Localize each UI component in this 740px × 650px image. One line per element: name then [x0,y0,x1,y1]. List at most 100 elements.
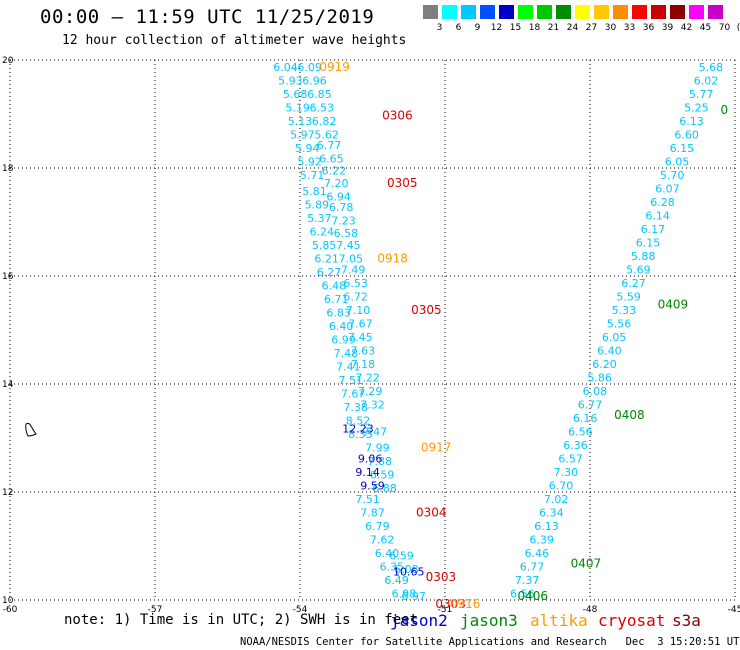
colorbar-swatch [442,5,457,19]
data-point-label: 5.86 [587,371,612,384]
data-point-label: 6.40 [329,320,354,333]
data-point-label: 5.33 [612,304,637,317]
data-point-label: 6.98 [392,587,417,600]
data-point-label: 5.88 [631,250,656,263]
credit-line: NOAA/NESDIS Center for Satellite Applica… [240,636,740,648]
data-point-label: 7.99 [365,442,390,455]
data-point-label: 6.14 [645,209,670,222]
footer-note: note: 1) Time is in UTC; 2) SWH is in fe… [64,612,419,628]
colorbar-swatch [594,5,609,19]
data-point-label: 5.37 [307,212,332,225]
data-point-label: 10.65 [393,566,425,579]
data-point-label: 7.32 [360,398,385,411]
colorbar-label: 42 [680,23,693,33]
y-tick-label: 20 [2,56,14,66]
data-point-label: 6.53 [343,277,368,290]
data-point-label: 6.82 [312,115,337,128]
data-point-label: 5.70 [660,169,685,182]
data-point-label: 5.81 [302,185,327,198]
data-point-label: 6.17 [641,223,666,236]
data-point-label: 7.22 [355,371,380,384]
data-point-label: 6.58 [334,227,359,240]
colorbar-swatch [556,5,571,19]
data-point-label: 6.77 [578,398,603,411]
data-point-label: 5.94 [295,142,320,155]
data-point-label: 6.39 [529,533,554,546]
data-point-label: 6.15 [636,236,661,249]
data-point-label: 7.62 [370,533,395,546]
data-point-label: 6.56 [510,587,535,600]
data-point-label: 7.20 [324,177,349,190]
data-point-label: 6.83 [326,307,351,320]
colorbar-label: 15 [509,23,522,33]
data-point-label: 5.13 [288,115,313,128]
colorbar-swatch [518,5,533,19]
data-point-label: 6.04 [273,61,298,74]
time-annotation: 0303 [426,570,457,584]
page-title: 00:00 – 11:59 UTC 11/25/2019 [40,6,375,28]
colorbar-swatch [461,5,476,19]
time-annotation: 0304 [416,505,447,519]
data-point-label: 5.93 [278,74,303,87]
data-point-label: 7.37 [515,574,540,587]
data-point-label: 6.36 [563,439,588,452]
satellite-legend-item: jason3 [460,611,518,630]
data-point-label: 7.67 [341,388,366,401]
time-annotation: 0409 [658,297,689,311]
time-annotation: 0305 [387,176,418,190]
time-annotation: 0916 [450,597,481,611]
time-annotation: 0407 [571,557,602,571]
data-point-label: 6.71 [324,293,349,306]
y-tick-label: 10 [2,596,14,606]
data-point-label: 7.88 [368,455,393,468]
data-point-label: 7.48 [334,347,359,360]
data-point-label: 7.10 [346,304,371,317]
data-point-label: 5.62 [314,128,339,141]
data-point-label: 12.23 [342,423,374,436]
colorbar-swatch [575,5,590,19]
data-point-label: 5.97 [290,128,315,141]
data-point-label: 6.56 [568,425,593,438]
time-annotation: 0303 [435,597,466,611]
data-point-label: 6.08 [394,563,419,576]
colorbar-swatch [537,5,552,19]
data-point-label: 6.85 [307,88,332,101]
x-tick-label: -51 [438,605,453,615]
data-point-label: 6.21 [314,253,339,266]
data-point-label: 6.05 [602,331,627,344]
data-point-label: 6.16 [573,412,598,425]
data-point-label: 6.22 [322,164,347,177]
data-point-label: 6.94 [326,190,351,203]
data-point-label: 6.96 [302,74,327,87]
data-point-label: 5.68 [283,88,308,101]
data-point-label: 9.59 [360,479,385,492]
data-point-label: 6.70 [549,479,574,492]
data-point-label: 6.59 [370,469,395,482]
data-point-label: 7.47 [363,425,388,438]
data-point-label: 8.52 [346,415,371,428]
colorbar-swatch [708,5,723,19]
data-point-label: 6.02 [694,74,719,87]
data-point-label: 6.88 [372,482,397,495]
data-point-label: 5.56 [607,317,632,330]
data-point-label: 5.71 [300,169,325,182]
colorbar-label: 9 [474,23,481,33]
colorbar-label: 30 [604,23,617,33]
colorbar-label: 18 [528,23,541,33]
data-point-label: 6.59 [389,550,414,563]
time-annotation: 0919 [319,60,350,74]
data-point-label: 9.06 [358,452,383,465]
data-point-label: 9.14 [355,466,380,479]
data-point-label: 7.41 [336,361,361,374]
satellite-legend-item: altika [530,611,588,630]
data-point-label: 6.77 [520,560,545,573]
y-tick-label: 12 [2,488,13,498]
colorbar-swatch [613,5,628,19]
data-point-label: 6.35 [380,560,405,573]
colorbar-swatch [499,5,514,19]
data-point-label: 8.33 [348,428,373,441]
data-point-label: 6.24 [310,226,335,239]
time-annotation: 0408 [614,408,645,422]
data-point-label: 6.65 [319,153,344,166]
